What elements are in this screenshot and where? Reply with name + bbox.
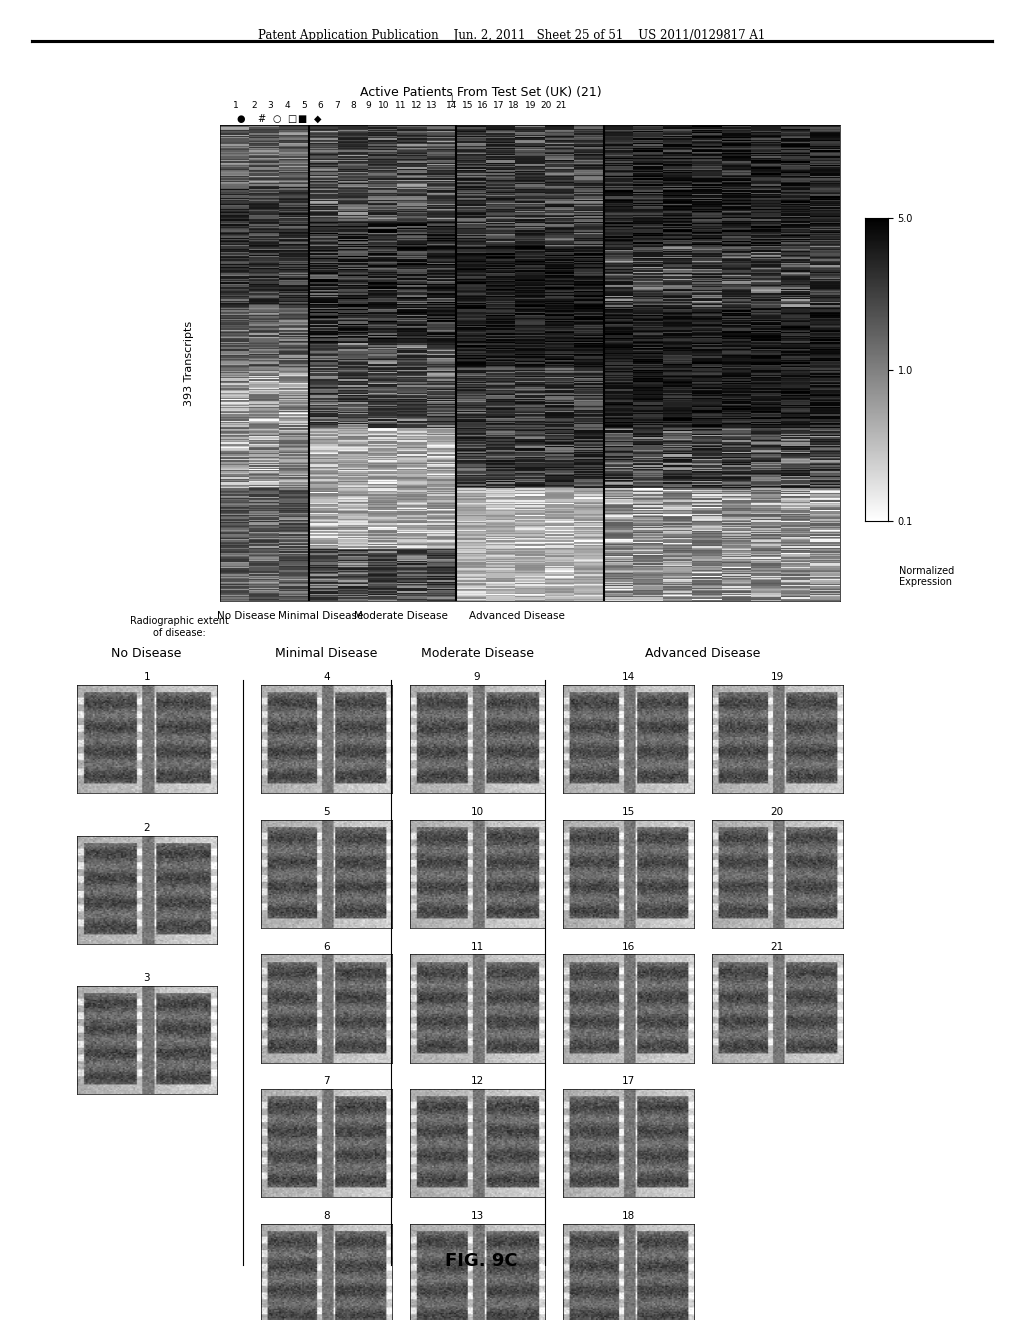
Text: 14: 14 <box>445 100 458 110</box>
Text: 7: 7 <box>324 1076 330 1086</box>
Text: 7: 7 <box>334 100 340 110</box>
Text: 9: 9 <box>474 672 480 682</box>
Text: 15: 15 <box>462 100 474 110</box>
Text: 4: 4 <box>324 672 330 682</box>
Text: Patent Application Publication    Jun. 2, 2011   Sheet 25 of 51    US 2011/01298: Patent Application Publication Jun. 2, 2… <box>258 29 766 42</box>
Text: 17: 17 <box>623 1076 635 1086</box>
Text: 12: 12 <box>471 1076 483 1086</box>
Text: Radiographic extent
of disease:: Radiographic extent of disease: <box>130 616 228 638</box>
Text: ○: ○ <box>272 114 281 124</box>
Text: 18: 18 <box>623 1210 635 1221</box>
Text: 17: 17 <box>493 100 505 110</box>
Text: 1: 1 <box>232 100 239 110</box>
Text: 11: 11 <box>471 941 483 952</box>
Text: Normalized
Expression: Normalized Expression <box>899 566 954 587</box>
Text: 12: 12 <box>411 100 423 110</box>
Text: 16: 16 <box>623 941 635 952</box>
Text: 19: 19 <box>524 100 537 110</box>
Text: 8: 8 <box>324 1210 330 1221</box>
Text: 20: 20 <box>771 807 783 817</box>
Text: 11: 11 <box>394 100 407 110</box>
Text: 13: 13 <box>426 100 438 110</box>
Text: ◆: ◆ <box>313 114 322 124</box>
Text: ■: ■ <box>297 114 307 124</box>
Text: 10: 10 <box>471 807 483 817</box>
Text: 19: 19 <box>771 672 783 682</box>
Text: Advanced Disease: Advanced Disease <box>469 611 565 622</box>
Text: Minimal Disease: Minimal Disease <box>275 647 378 660</box>
Text: 8: 8 <box>350 100 356 110</box>
Text: Moderate Disease: Moderate Disease <box>354 611 449 622</box>
Text: 393 Transcripts: 393 Transcripts <box>184 321 195 405</box>
Text: 5: 5 <box>301 100 307 110</box>
Text: 4: 4 <box>285 100 291 110</box>
Text: 16: 16 <box>476 100 488 110</box>
Text: 2: 2 <box>143 822 151 833</box>
Text: Moderate Disease: Moderate Disease <box>421 647 534 660</box>
Text: 5: 5 <box>324 807 330 817</box>
Text: No Disease: No Disease <box>111 647 181 660</box>
Text: 21: 21 <box>555 100 567 110</box>
Text: □: □ <box>287 114 297 124</box>
Text: Advanced Disease: Advanced Disease <box>645 647 761 660</box>
Text: 3: 3 <box>267 100 273 110</box>
Text: 20: 20 <box>540 100 552 110</box>
Text: 6: 6 <box>317 100 324 110</box>
Text: 6: 6 <box>324 941 330 952</box>
Text: Active Patients From Test Set (UK) (21): Active Patients From Test Set (UK) (21) <box>360 86 602 99</box>
Text: 1: 1 <box>143 672 151 682</box>
Text: 10: 10 <box>378 100 390 110</box>
Text: 9: 9 <box>366 100 372 110</box>
Text: 3: 3 <box>143 973 151 983</box>
Text: FIG. 9C: FIG. 9C <box>445 1251 517 1270</box>
Text: 2: 2 <box>251 100 257 110</box>
Text: 13: 13 <box>471 1210 483 1221</box>
Text: No Disease: No Disease <box>216 611 275 622</box>
Text: 14: 14 <box>623 672 635 682</box>
Text: ●: ● <box>237 114 245 124</box>
Text: #: # <box>257 114 265 124</box>
Text: 18: 18 <box>508 100 520 110</box>
Text: Minimal Disease: Minimal Disease <box>278 611 364 622</box>
Text: 21: 21 <box>771 941 783 952</box>
Text: 15: 15 <box>623 807 635 817</box>
Text: ⊥: ⊥ <box>447 94 456 104</box>
